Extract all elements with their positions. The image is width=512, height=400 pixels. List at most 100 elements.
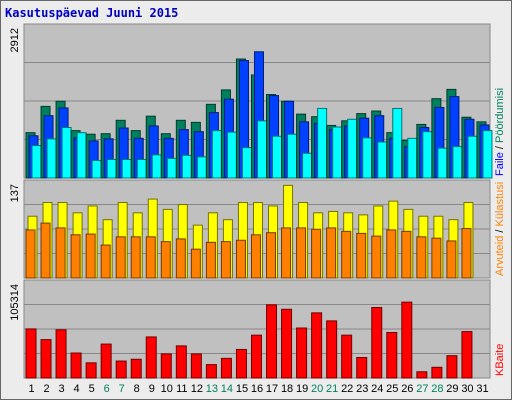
bar-kbaite-23 [356,356,368,379]
bar-arvuteid-2 [40,222,51,279]
x-tick-label: 4 [74,383,80,395]
x-tick-label: 26 [401,383,413,395]
bar-kbaite-29 [446,355,458,379]
legend-hits-files: Faile / Pöördumisi [494,88,506,176]
bar-arvuteid-6 [100,244,111,279]
bar-k-lastajaid-27 [422,131,433,179]
x-tick-label: 20 [311,383,323,395]
bar-kbaite-14 [220,357,232,379]
x-tick-label: 13 [206,383,218,395]
x-tick-label: 5 [89,383,95,395]
bar-arvuteid-13 [205,241,216,279]
x-tick-label: 23 [356,383,368,395]
bar-arvuteid-16 [250,234,261,279]
bar-kbaite-8 [130,358,142,379]
bar-arvuteid-14 [220,241,231,279]
bar-k-lastajaid-18 [287,133,298,179]
bar-arvuteid-25 [386,229,397,279]
bar-arvuteid-27 [416,236,427,279]
bar-arvuteid-9 [145,236,156,279]
bar-k-lastajaid-14 [226,131,237,179]
bar-arvuteid-21 [326,227,337,279]
x-tick-label: 22 [341,383,353,395]
bar-arvuteid-1 [25,229,36,279]
x-tick-label: 21 [326,383,338,395]
bar-kbaite-7 [115,360,127,379]
bar-k-lastajaid-25 [392,107,403,179]
x-tick-label: 11 [176,383,187,395]
bar-k-lastajaid-6 [106,158,117,179]
x-tick-label: 24 [371,383,383,395]
legend-visits-sites-item: Arvuteid [494,236,506,276]
bar-kbaite-12 [190,353,202,379]
legend-visits-sites: Arvuteid / Külastusi [494,182,506,276]
bar-arvuteid-29 [446,240,457,279]
bar-arvuteid-3 [55,227,66,279]
x-tick-label: 30 [461,383,473,395]
x-tick-label: 17 [266,383,278,395]
bar-kbaite-21 [326,320,338,379]
bar-k-lastajaid-5 [91,159,102,179]
bar-k-lastajaid-13 [211,130,222,179]
bar-arvuteid-30 [461,228,472,279]
bar-kbaite-1 [25,328,37,379]
x-tick-label: 27 [416,383,428,395]
bar-kbaite-11 [175,345,187,379]
y-max-label: 2912 [9,28,21,52]
bar-kbaite-4 [70,352,82,379]
bar-arvuteid-5 [85,233,96,279]
bar-k-lastajaid-29 [452,146,463,179]
chart-title: Kasutuspäevad Juuni 2015 [5,6,179,20]
bar-kbaite-25 [386,331,398,379]
x-tick-label: 15 [236,383,248,395]
bar-k-lastajaid-7 [121,158,132,179]
x-tick-label: 14 [221,383,233,395]
bar-arvuteid-20 [311,228,322,279]
bar-kbaite-3 [55,329,67,379]
bar-arvuteid-15 [235,239,246,279]
bar-kbaite-16 [250,334,262,379]
bar-arvuteid-26 [401,230,412,279]
bar-kbaite-20 [311,312,323,379]
x-tick-label: 1 [28,383,34,395]
bar-k-lastajaid-30 [467,135,478,179]
bar-arvuteid-10 [160,241,171,279]
bar-kbaite-17 [266,304,278,379]
bar-arvuteid-28 [431,237,442,279]
bar-k-lastajaid-24 [377,141,388,179]
bar-k-lastajaid-23 [362,137,373,179]
bar-arvuteid-18 [281,227,292,279]
bar-k-lastajaid-8 [136,158,147,179]
bar-arvuteid-8 [130,236,141,279]
bar-k-lastajaid-3 [61,127,72,179]
bar-arvuteid-19 [296,227,307,279]
bar-k-lastajaid-28 [437,147,448,179]
bar-kbaite-27 [416,371,428,379]
bar-k-lastajaid-4 [76,132,87,179]
x-tick-label: 25 [386,383,398,395]
bar-kbaite-19 [296,327,308,379]
bar-k-lastajaid-20 [317,107,328,179]
bar-k-lastajaid-1 [31,145,42,179]
bar-kbaite-30 [461,331,473,379]
legend-visits-sites-item: Külastusi [494,182,506,227]
bar-arvuteid-24 [371,235,382,279]
bar-k-lastajaid-26 [407,137,418,179]
bar-kbaite-5 [85,362,97,379]
bar-k-lastajaid-21 [332,126,343,179]
bar-kbaite-22 [341,334,353,379]
bar-arvuteid-7 [115,236,126,279]
x-tick-label: 7 [119,383,125,395]
bar-k-lastajaid-9 [151,154,162,179]
x-tick-label: 28 [431,383,443,395]
bar-kbaite-10 [160,353,172,379]
bar-kbaite-2 [40,339,52,379]
bar-k-lastajaid-16 [256,120,267,179]
y-max-label: 105314 [9,284,21,321]
bar-kbaite-18 [281,308,293,379]
bar-arvuteid-22 [341,230,352,279]
bar-k-lastajaid-12 [196,156,207,179]
bar-k-lastajaid-11 [181,154,192,179]
x-tick-label: 10 [161,383,173,395]
